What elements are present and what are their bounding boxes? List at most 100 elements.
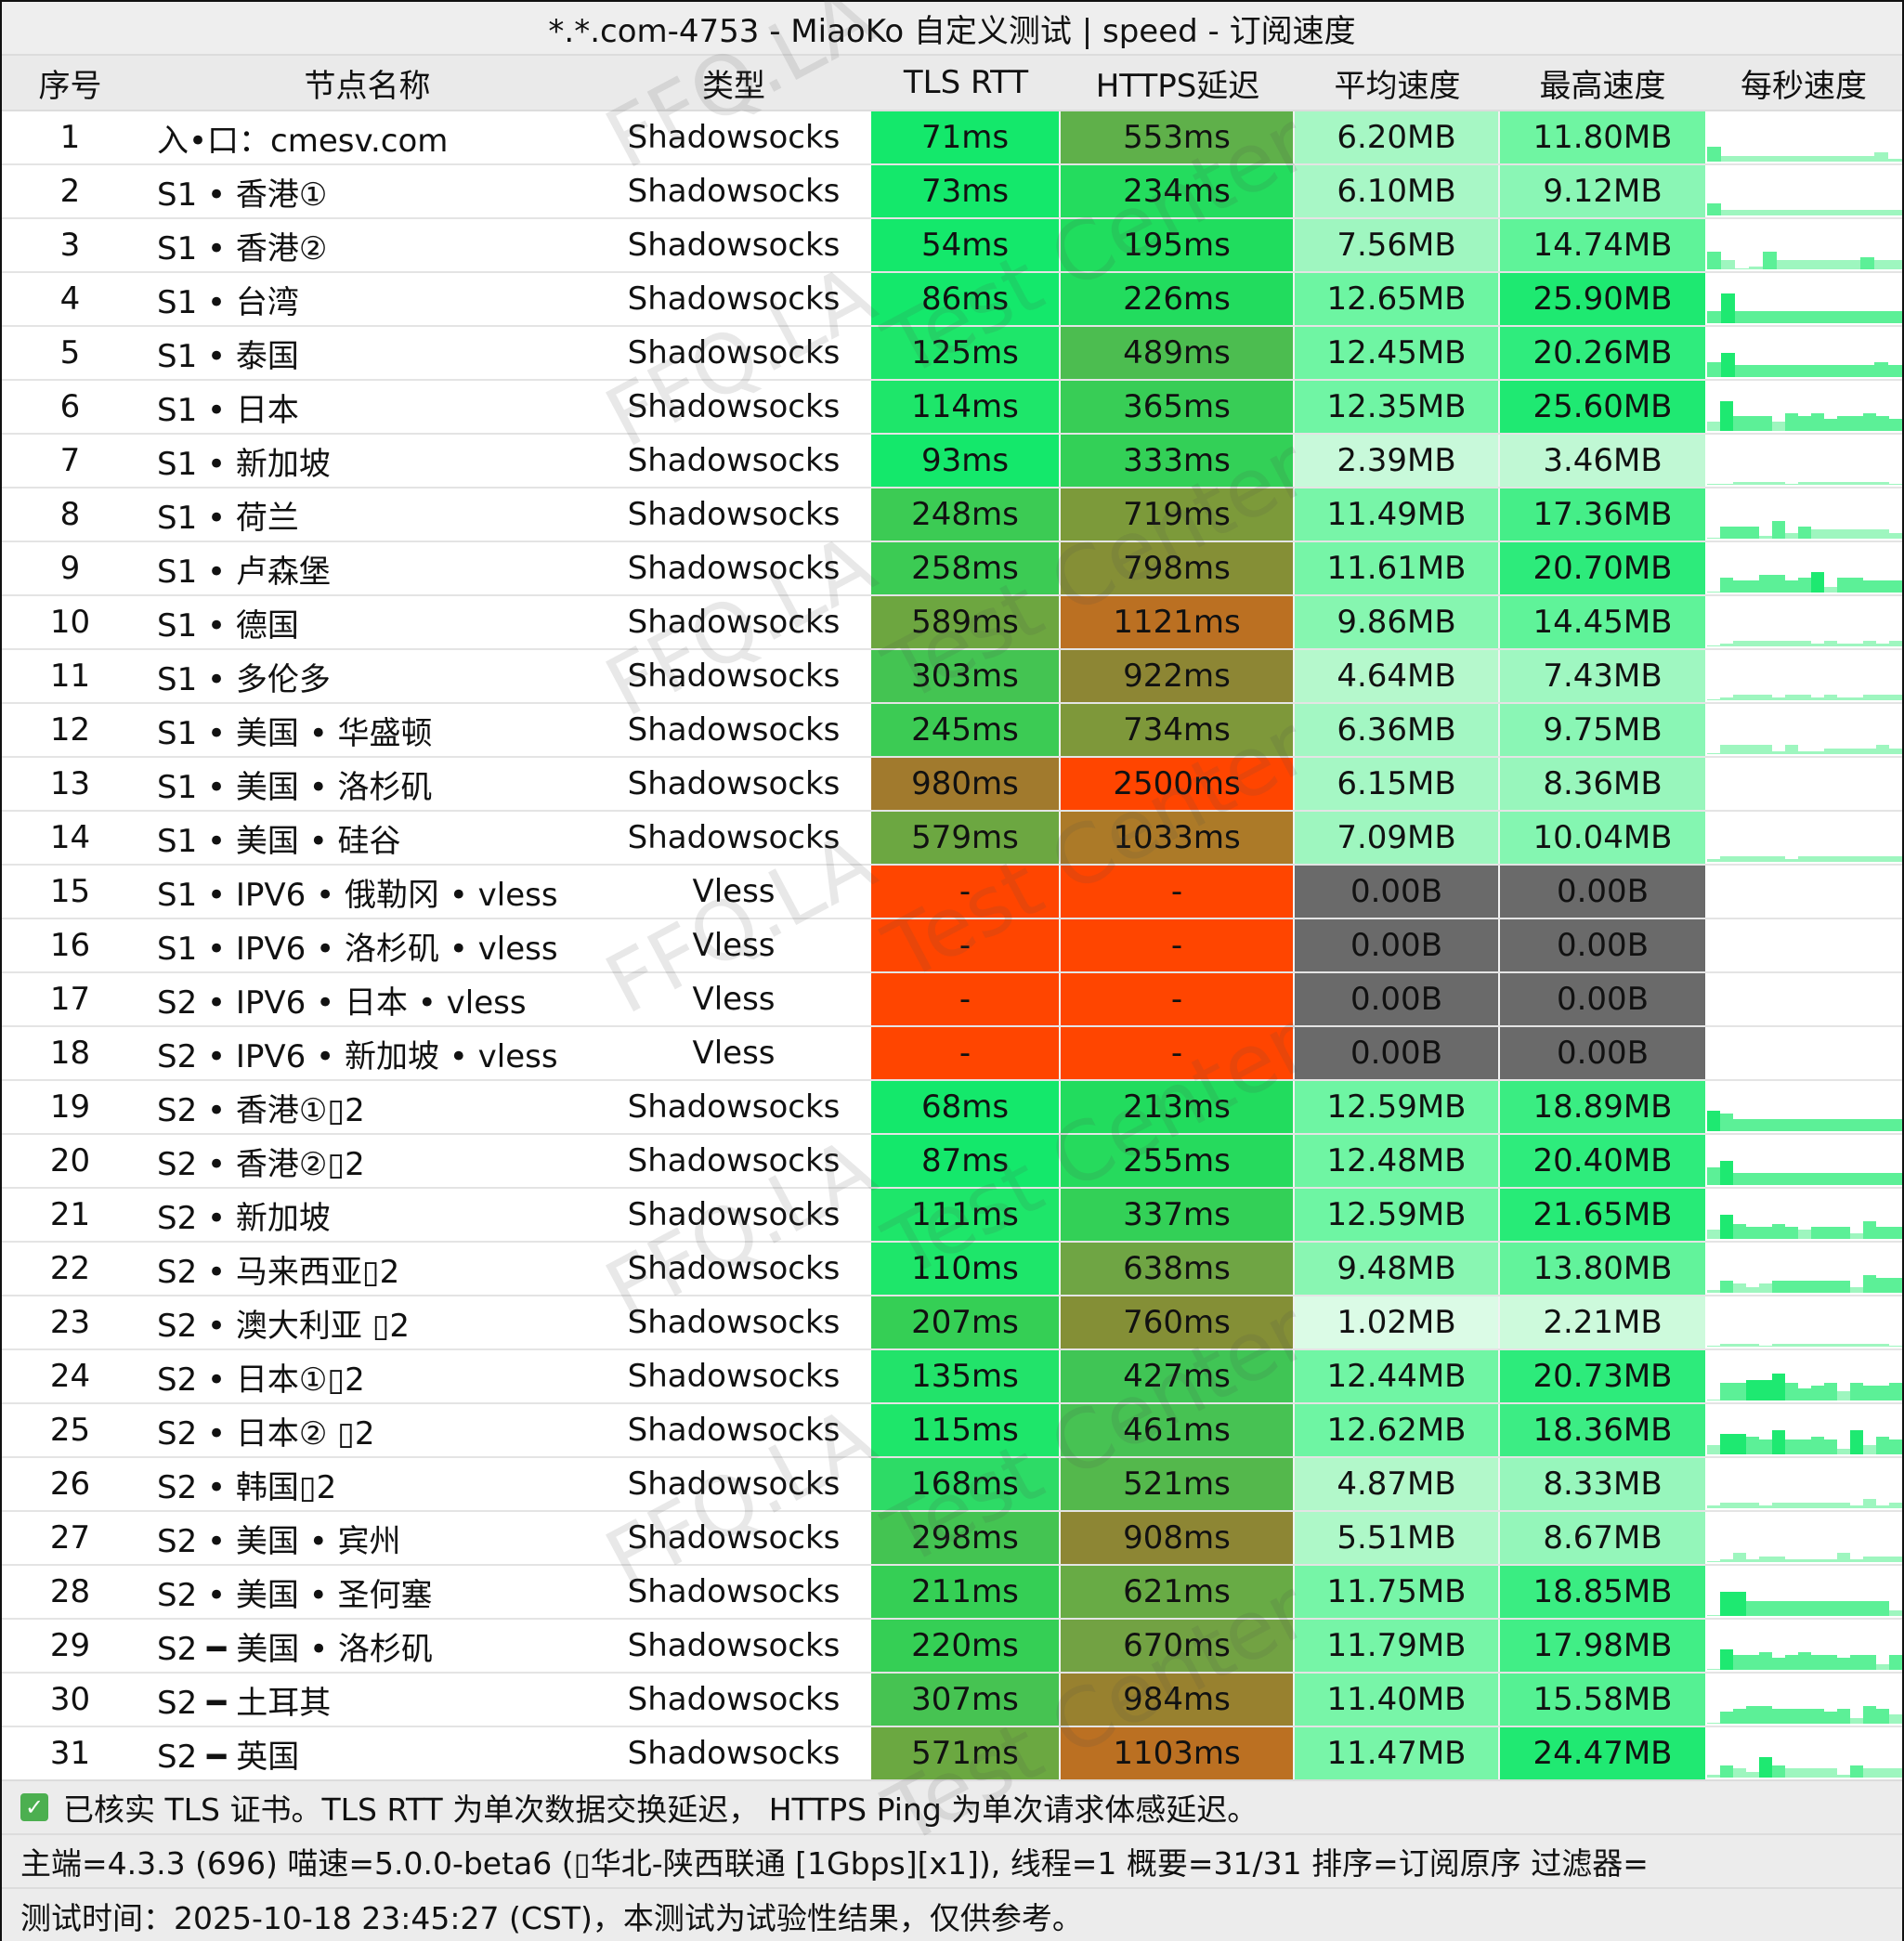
sparkline-bar bbox=[1889, 1502, 1902, 1508]
table-row[interactable]: 28 S2 • 美国 • 圣何塞 Shadowsocks 211ms 621ms 11.7… bbox=[2, 1566, 1902, 1620]
sparkline-bar bbox=[1860, 311, 1874, 323]
table-row[interactable]: 22 S2 • 马来西亚▯2 Shadowsocks 110ms 638ms 9.48MB… bbox=[2, 1243, 1902, 1296]
node-name: S1 • 泰国 bbox=[157, 337, 299, 375]
sparkline-bar bbox=[1749, 209, 1763, 215]
sparkline-bar bbox=[1850, 643, 1863, 646]
row-index: 17 bbox=[49, 981, 91, 1018]
sparkline-bar bbox=[1785, 1173, 1798, 1185]
sparkline-bar bbox=[1824, 1343, 1837, 1347]
table-row[interactable]: 11 S1 • 多伦多 Shadowsocks 303ms 922ms 4.64MB 7.4… bbox=[2, 650, 1902, 704]
sparkline-bar bbox=[1850, 481, 1863, 485]
table-row[interactable]: 5 S1 • 泰国 Shadowsocks 125ms 489ms 12.45MB 20.2… bbox=[2, 327, 1902, 381]
table-row[interactable]: 16 S1 • IPV6 • 洛杉矶 • vless Vless - -0.00B 0.0… bbox=[2, 919, 1902, 973]
sparkline-bar bbox=[1876, 1556, 1889, 1562]
https-latency-cell: 908ms bbox=[1061, 1512, 1295, 1564]
table-row[interactable]: 13 S1 • 美国 • 洛杉矶 Shadowsocks 980ms 2500ms 6.1… bbox=[2, 758, 1902, 812]
table-row[interactable]: 18 S2 • IPV6 • 新加坡 • vless Vless - -0.00B 0.0… bbox=[2, 1027, 1902, 1081]
table-row[interactable]: 24 S2 • 日本①▯2 Shadowsocks 135ms 427ms 12.44MB… bbox=[2, 1350, 1902, 1404]
node-name: S2 • 香港①▯2 bbox=[157, 1091, 365, 1129]
sparkline-bar bbox=[1850, 1382, 1863, 1400]
table-row[interactable]: 29 S2 ━ 美国 • 洛杉矶 Shadowsocks 220ms 670ms 11.7… bbox=[2, 1620, 1902, 1674]
table-row[interactable]: 25 S2 • 日本② ▯2 Shadowsocks 115ms 461ms 12.62M… bbox=[2, 1404, 1902, 1458]
table-row[interactable]: 1 入•口：cmesv.com Shadowsocks 71ms 553ms 6.20MB… bbox=[2, 111, 1902, 165]
avg-speed-cell: 9.48MB bbox=[1295, 1243, 1500, 1295]
row-index: 12 bbox=[49, 711, 91, 749]
sparkline-bar bbox=[1863, 748, 1876, 754]
node-name: S2 • 美国 • 圣何塞 bbox=[157, 1576, 433, 1614]
avg-speed-cell: 12.59MB bbox=[1295, 1081, 1500, 1133]
table-row[interactable]: 31 S2 ━ 英国 Shadowsocks 571ms 1103ms 11.47MB 24… bbox=[2, 1727, 1902, 1781]
sparkline-bar bbox=[1811, 643, 1824, 646]
sparkline-bars bbox=[1707, 1135, 1902, 1185]
sparkline-bar bbox=[1721, 155, 1735, 162]
table-row[interactable]: 3 S1 • 香港② Shadowsocks 54ms 195ms 7.56MB 14.74… bbox=[2, 219, 1902, 273]
sparkline-bar bbox=[1720, 1558, 1733, 1562]
sparkline-bar bbox=[1837, 578, 1850, 593]
sparkline-bar bbox=[1876, 1173, 1889, 1185]
sparkline-bar bbox=[1850, 748, 1863, 754]
table-row[interactable]: 17 S2 • IPV6 • 日本 • vless Vless - -0.00B 0.00… bbox=[2, 973, 1902, 1027]
sparkline-bar bbox=[1876, 481, 1889, 485]
sparkline-bar bbox=[1824, 1439, 1837, 1454]
sparkline-bar bbox=[1837, 1774, 1850, 1778]
https-latency-cell: 553ms bbox=[1061, 111, 1295, 163]
table-row[interactable]: 8 S1 • 荷兰 Shadowsocks 248ms 719ms 11.49MB 17.3… bbox=[2, 489, 1902, 542]
table-row[interactable]: 19 S2 • 香港①▯2 Shadowsocks 68ms 213ms 12.59MB 1… bbox=[2, 1081, 1902, 1135]
table-row[interactable]: 21 S2 • 新加坡 Shadowsocks 111ms 337ms 12.59MB 21… bbox=[2, 1189, 1902, 1243]
sparkline-bar bbox=[1733, 1592, 1746, 1616]
table-row[interactable]: 30 S2 ━ 土耳其 Shadowsocks 307ms 984ms 11.40MB 15… bbox=[2, 1674, 1902, 1727]
table-row[interactable]: 15 S1 • IPV6 • 俄勒冈 • vless Vless - -0.00B 0.0… bbox=[2, 866, 1902, 919]
table-row[interactable]: 6 S1 • 日本 Shadowsocks 114ms 365ms 12.35MB 25.6… bbox=[2, 381, 1902, 435]
tls-rtt-cell: 298ms bbox=[871, 1512, 1061, 1564]
sparkline-bar bbox=[1889, 855, 1902, 862]
table-row[interactable]: 27 S2 • 美国 • 宾州 Shadowsocks 298ms 908ms 5.51M… bbox=[2, 1512, 1902, 1566]
table-row[interactable]: 9 S1 • 卢森堡 Shadowsocks 258ms 798ms 11.61MB 20.… bbox=[2, 542, 1902, 596]
per-second-speed-sparkline bbox=[1705, 435, 1902, 487]
row-index: 4 bbox=[59, 280, 81, 318]
col-header-tls-rtt: TLS RTT bbox=[903, 64, 1029, 101]
table-row[interactable]: 14 S1 • 美国 • 硅谷 Shadowsocks 579ms 1033ms 7.09… bbox=[2, 812, 1902, 866]
node-type: Shadowsocks bbox=[627, 1304, 841, 1341]
sparkline-bar bbox=[1889, 1382, 1902, 1400]
sparkline-bar bbox=[1785, 1768, 1798, 1778]
avg-speed-cell: 11.79MB bbox=[1295, 1620, 1500, 1672]
sparkline-bar bbox=[1837, 1658, 1850, 1670]
sparkline-bar bbox=[1876, 643, 1889, 646]
sparkline-bar bbox=[1850, 1286, 1863, 1293]
sparkline-bar bbox=[1798, 1281, 1811, 1293]
sparkline-bar bbox=[1798, 1768, 1811, 1778]
sparkline-bar bbox=[1798, 1119, 1811, 1131]
https-latency-cell: 195ms bbox=[1061, 219, 1295, 271]
sparkline-bar bbox=[1850, 1601, 1863, 1616]
node-type: Shadowsocks bbox=[627, 442, 841, 479]
sparkline-bar bbox=[1759, 1227, 1772, 1239]
table-row[interactable]: 2 S1 • 香港① Shadowsocks 73ms 234ms 6.10MB 9.12M… bbox=[2, 165, 1902, 219]
per-second-speed-sparkline bbox=[1705, 919, 1902, 971]
tls-rtt-cell: 589ms bbox=[871, 596, 1061, 648]
sparkline-bar bbox=[1876, 1119, 1889, 1131]
table-row[interactable]: 4 S1 • 台湾 Shadowsocks 86ms 226ms 12.65MB 25.90… bbox=[2, 273, 1902, 327]
per-second-speed-sparkline bbox=[1705, 866, 1902, 918]
table-row[interactable]: 10 S1 • 德国 Shadowsocks 589ms 1121ms 9.86MB 14.… bbox=[2, 596, 1902, 650]
https-latency-cell: - bbox=[1061, 973, 1295, 1025]
per-second-speed-sparkline bbox=[1705, 758, 1902, 810]
table-row[interactable]: 23 S2 • 澳大利亚 ▯2 Shadowsocks 207ms 760ms 1.02M… bbox=[2, 1296, 1902, 1350]
sparkline-bar bbox=[1811, 1436, 1824, 1454]
sparkline-bar bbox=[1763, 311, 1777, 323]
sparkline-bar bbox=[1759, 1173, 1772, 1185]
sparkline-bar bbox=[1850, 697, 1863, 700]
max-speed-cell: 25.60MB bbox=[1500, 381, 1705, 433]
table-row[interactable]: 20 S2 • 香港②▯2 Shadowsocks 87ms 255ms 12.48MB 2… bbox=[2, 1135, 1902, 1189]
sparkline-bar bbox=[1720, 527, 1733, 539]
table-row[interactable]: 7 S1 • 新加坡 Shadowsocks 93ms 333ms 2.39MB 3.46M… bbox=[2, 435, 1902, 489]
sparkline-bar bbox=[1863, 580, 1876, 593]
sparkline-bar bbox=[1876, 855, 1889, 862]
sparkline-bar bbox=[1876, 1436, 1889, 1454]
https-latency-cell: 638ms bbox=[1061, 1243, 1295, 1295]
table-row[interactable]: 12 S1 • 美国 • 华盛顿 Shadowsocks 245ms 734ms 6.36… bbox=[2, 704, 1902, 758]
sparkline-bar bbox=[1876, 1343, 1889, 1347]
sparkline-bars bbox=[1707, 327, 1902, 377]
node-name: S2 ━ 美国 • 洛杉矶 bbox=[157, 1630, 433, 1668]
per-second-speed-sparkline bbox=[1705, 596, 1902, 648]
table-row[interactable]: 26 S2 • 韩国▯2 Shadowsocks 168ms 521ms 4.87MB 8.… bbox=[2, 1458, 1902, 1512]
